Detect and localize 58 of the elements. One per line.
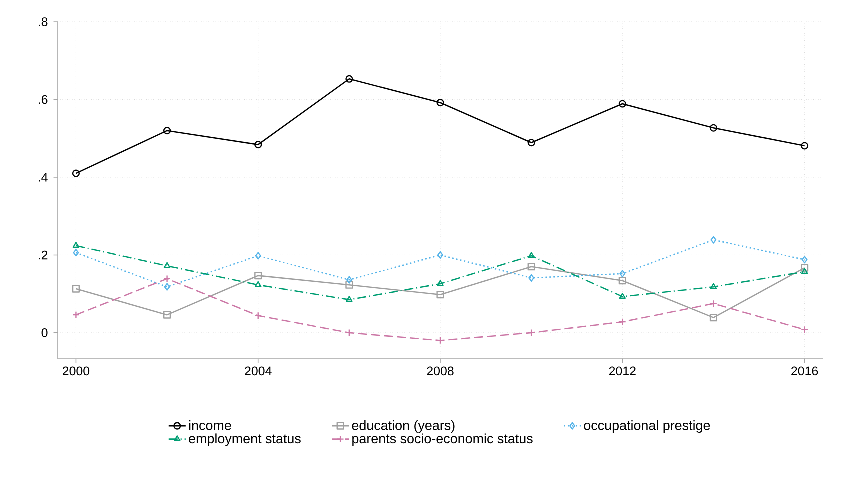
point [710,314,718,322]
x-tick-label: 2004 [245,366,272,376]
point [436,336,444,345]
point [255,281,262,288]
point [346,75,354,83]
point [164,311,172,319]
y-tick-label: .2 [39,250,48,260]
point [346,281,354,289]
point [436,99,444,107]
point [164,262,171,268]
point [255,252,262,260]
point [346,296,353,302]
y-tick-label: .8 [39,18,48,26]
point [801,326,809,334]
point [72,242,80,248]
point [436,291,444,299]
y-tick-label: .6 [39,95,48,104]
point [73,249,80,257]
point [254,272,262,280]
point [801,268,808,274]
point [437,280,444,286]
legend-label: employment status [189,434,301,446]
point [72,311,80,319]
x-tick-label: 2012 [609,366,636,376]
point [528,252,535,258]
legend-label: parents socio-economic status [352,434,533,446]
point [72,285,80,293]
y-tick-label: 0 [42,328,48,338]
legend-label: income [189,420,232,430]
point [528,274,535,282]
legend-label: education (years) [352,420,455,434]
x-tick-label: 2016 [792,366,818,376]
point [802,256,808,264]
point [164,275,172,283]
point [618,318,626,326]
point [801,264,809,272]
y-tick-label: .4 [39,173,48,182]
point [618,277,626,285]
point [710,300,718,308]
point [528,329,536,337]
point [710,283,718,290]
point [710,236,717,244]
point [254,141,262,149]
legend-label: occupational prestige [584,420,710,434]
point [346,329,354,337]
x-tick-label: 2008 [427,366,454,376]
point [346,276,352,284]
point [438,251,444,260]
point [620,270,626,278]
point [710,124,718,132]
point [619,293,626,299]
point [618,100,626,108]
point [528,263,536,271]
point [528,139,536,147]
x-tick-label: 2000 [62,366,90,376]
point [164,283,170,291]
point [164,127,172,135]
point [254,312,262,320]
